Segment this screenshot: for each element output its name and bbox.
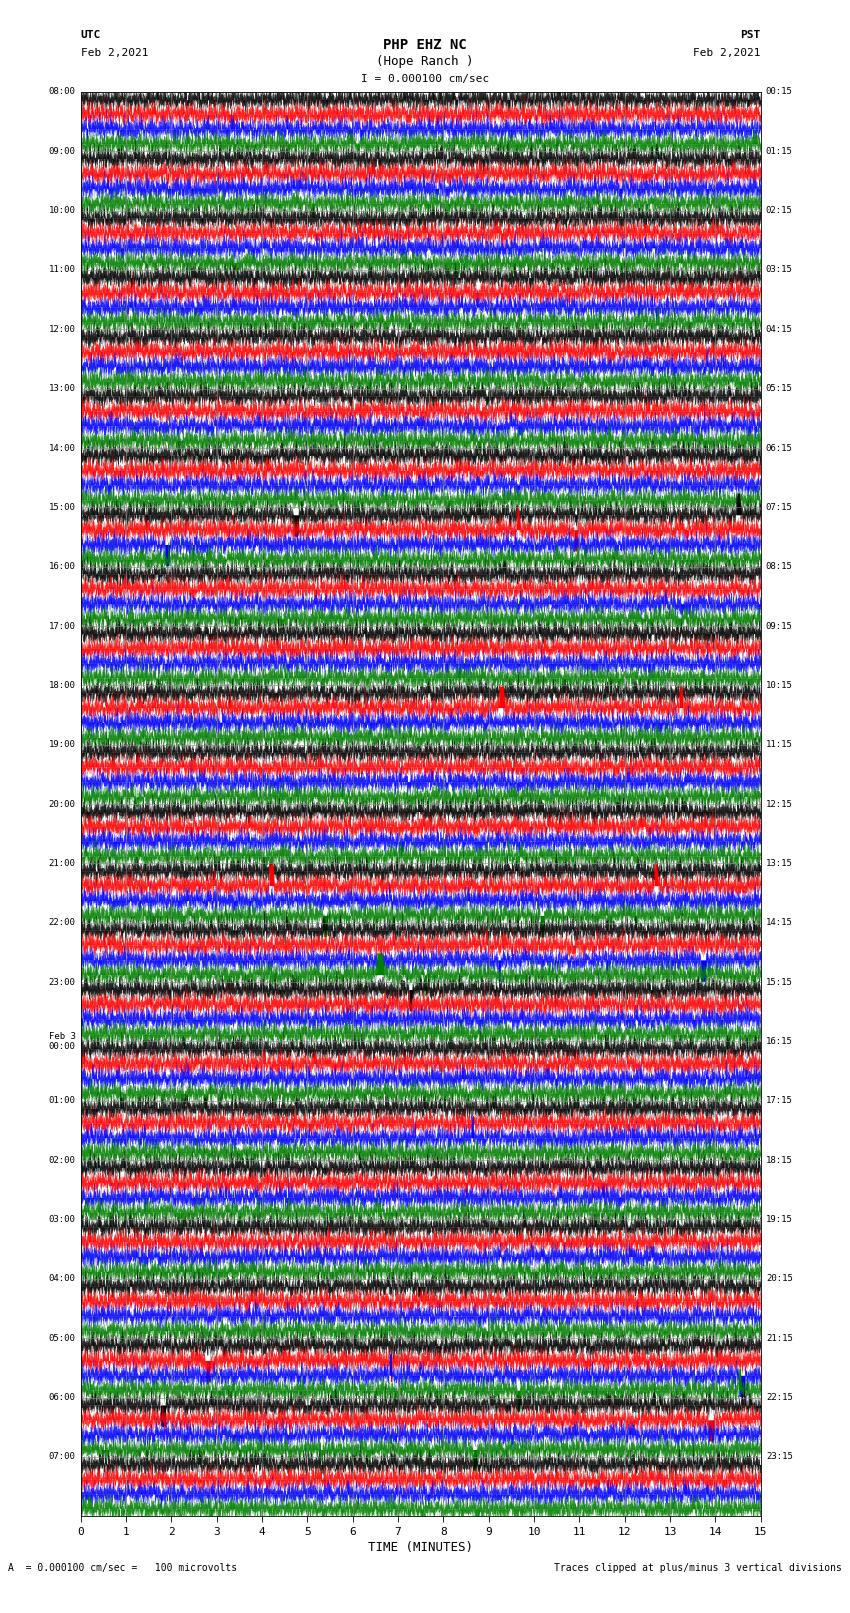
Text: 15:15: 15:15 — [766, 977, 793, 987]
Text: 03:00: 03:00 — [48, 1215, 76, 1224]
Text: 00:15: 00:15 — [766, 87, 793, 97]
Text: 13:00: 13:00 — [48, 384, 76, 394]
Text: 13:15: 13:15 — [766, 860, 793, 868]
Text: 20:15: 20:15 — [766, 1274, 793, 1284]
Text: A  = 0.000100 cm/sec =   100 microvolts: A = 0.000100 cm/sec = 100 microvolts — [8, 1563, 238, 1573]
Text: I = 0.000100 cm/sec: I = 0.000100 cm/sec — [361, 74, 489, 84]
Text: 05:15: 05:15 — [766, 384, 793, 394]
Text: 20:00: 20:00 — [48, 800, 76, 808]
Text: 17:00: 17:00 — [48, 621, 76, 631]
Text: 07:15: 07:15 — [766, 503, 793, 511]
Text: 04:00: 04:00 — [48, 1274, 76, 1284]
Text: 09:15: 09:15 — [766, 621, 793, 631]
Text: 11:15: 11:15 — [766, 740, 793, 748]
Text: 06:15: 06:15 — [766, 444, 793, 453]
Text: 15:00: 15:00 — [48, 503, 76, 511]
Text: 04:15: 04:15 — [766, 324, 793, 334]
Text: 18:15: 18:15 — [766, 1155, 793, 1165]
Text: 18:00: 18:00 — [48, 681, 76, 690]
Text: 01:00: 01:00 — [48, 1097, 76, 1105]
Text: Feb 2,2021: Feb 2,2021 — [81, 48, 148, 58]
Text: 21:00: 21:00 — [48, 860, 76, 868]
Text: 10:15: 10:15 — [766, 681, 793, 690]
Text: 10:00: 10:00 — [48, 206, 76, 215]
Text: 09:00: 09:00 — [48, 147, 76, 156]
Text: 06:00: 06:00 — [48, 1394, 76, 1402]
Text: 23:15: 23:15 — [766, 1452, 793, 1461]
Text: 19:15: 19:15 — [766, 1215, 793, 1224]
Text: 08:00: 08:00 — [48, 87, 76, 97]
Text: PHP EHZ NC: PHP EHZ NC — [383, 39, 467, 52]
Text: 11:00: 11:00 — [48, 266, 76, 274]
Text: 12:15: 12:15 — [766, 800, 793, 808]
Text: PST: PST — [740, 31, 761, 40]
Text: 23:00: 23:00 — [48, 977, 76, 987]
Text: Traces clipped at plus/minus 3 vertical divisions: Traces clipped at plus/minus 3 vertical … — [553, 1563, 842, 1573]
Text: 21:15: 21:15 — [766, 1334, 793, 1342]
Text: 14:00: 14:00 — [48, 444, 76, 453]
Text: 01:15: 01:15 — [766, 147, 793, 156]
Text: 07:00: 07:00 — [48, 1452, 76, 1461]
Text: Feb 3
00:00: Feb 3 00:00 — [48, 1032, 76, 1052]
X-axis label: TIME (MINUTES): TIME (MINUTES) — [368, 1540, 473, 1553]
Text: 08:15: 08:15 — [766, 563, 793, 571]
Text: 19:00: 19:00 — [48, 740, 76, 748]
Text: 17:15: 17:15 — [766, 1097, 793, 1105]
Text: UTC: UTC — [81, 31, 101, 40]
Text: 16:15: 16:15 — [766, 1037, 793, 1045]
Text: 14:15: 14:15 — [766, 918, 793, 927]
Text: 22:15: 22:15 — [766, 1394, 793, 1402]
Text: Feb 2,2021: Feb 2,2021 — [694, 48, 761, 58]
Text: 12:00: 12:00 — [48, 324, 76, 334]
Text: (Hope Ranch ): (Hope Ranch ) — [377, 55, 473, 68]
Text: 02:00: 02:00 — [48, 1155, 76, 1165]
Text: 02:15: 02:15 — [766, 206, 793, 215]
Text: 16:00: 16:00 — [48, 563, 76, 571]
Text: 22:00: 22:00 — [48, 918, 76, 927]
Text: 03:15: 03:15 — [766, 266, 793, 274]
Text: 05:00: 05:00 — [48, 1334, 76, 1342]
